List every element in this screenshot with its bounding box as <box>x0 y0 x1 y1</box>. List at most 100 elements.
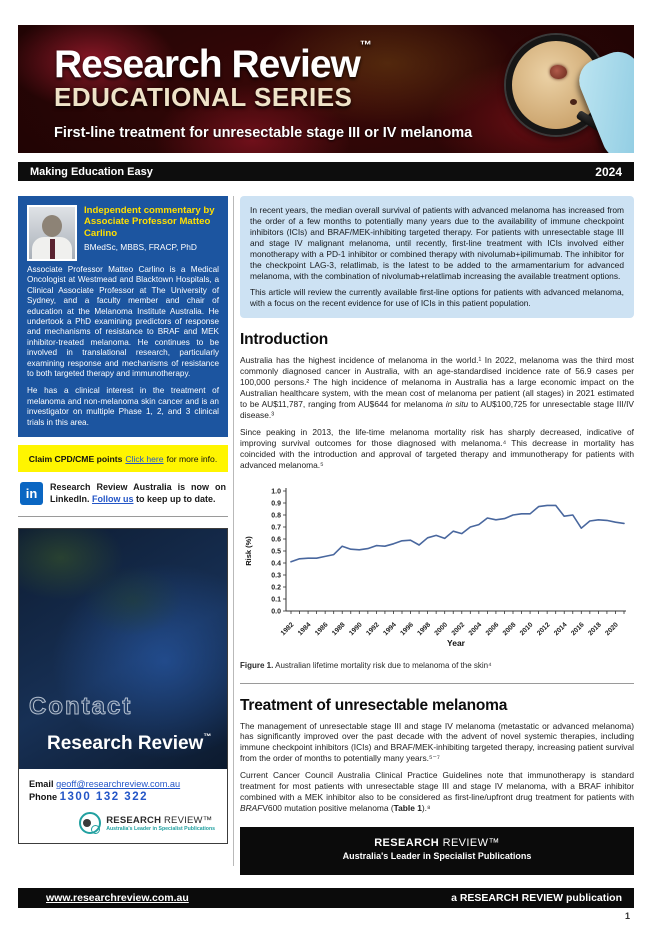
introduction-p2: Since peaking in 2013, the life-time mel… <box>240 426 634 470</box>
brand-title: Research Review™ <box>54 39 372 86</box>
intro-highlight-box: In recent years, the median overall surv… <box>240 196 634 319</box>
svg-text:Year: Year <box>447 638 466 648</box>
mole-small-icon <box>570 99 577 105</box>
linkedin-follow-link[interactable]: Follow us <box>92 493 134 504</box>
linkedin-text: Research Review Australia is now on Link… <box>50 482 226 505</box>
page-number: 1 <box>624 911 630 921</box>
tagline: Making Education Easy <box>30 165 153 178</box>
svg-text:0.4: 0.4 <box>271 560 281 567</box>
author-bio-2: He has a clinical interest in the treatm… <box>27 386 219 427</box>
contact-card: Contact Research Review™ Email geoff@res… <box>18 528 228 845</box>
sidebar-divider <box>18 516 228 518</box>
cpd-suffix: for more info. <box>166 453 218 464</box>
treatment-p2-bold: Table 1 <box>393 802 422 813</box>
svg-text:0.7: 0.7 <box>271 524 281 531</box>
svg-text:0.8: 0.8 <box>271 512 281 519</box>
svg-text:Risk (%): Risk (%) <box>244 535 253 565</box>
svg-text:2020: 2020 <box>604 621 620 637</box>
footer-publication: a RESEARCH REVIEW publication <box>451 892 622 904</box>
commentary-heading: Independent commentary by Associate Prof… <box>84 205 215 239</box>
phone-label: Phone <box>29 792 58 803</box>
cpd-text: Claim CPD/CME points <box>28 453 123 464</box>
svg-text:1.0: 1.0 <box>271 488 281 495</box>
sidebar: Independent commentary by Associate Prof… <box>18 196 228 845</box>
svg-text:1988: 1988 <box>331 621 347 637</box>
svg-text:2004: 2004 <box>468 621 484 637</box>
contact-brand-tm: ™ <box>203 732 212 742</box>
rr-logo-words: RESEARCH REVIEW™ Australia's Leader in S… <box>106 815 215 832</box>
year-badge: 2024 <box>595 164 622 179</box>
svg-text:2014: 2014 <box>553 621 569 637</box>
svg-text:2002: 2002 <box>451 621 467 637</box>
tagline-bar: Making Education Easy 2024 <box>18 162 634 181</box>
phone-value: 1300 132 322 <box>59 791 148 804</box>
series-title: EDUCATIONAL SERIES <box>54 82 353 112</box>
treatment-p2-a: Current Cancer Council Australia Clinica… <box>240 770 634 803</box>
brand-footer-light: REVIEW™ <box>439 836 500 849</box>
brand-footer-bold: RESEARCH <box>374 836 440 849</box>
linkedin-row: in Research Review Australia is now on L… <box>18 482 228 506</box>
avatar-tie <box>50 239 55 259</box>
introduction-p1-b: to AU$100,725 for unresectable stage III… <box>240 398 634 420</box>
treatment-p2-c: ).⁸ <box>421 802 431 813</box>
rr-logo-light: REVIEW™ <box>161 814 213 826</box>
svg-text:2000: 2000 <box>433 621 449 637</box>
brand-title-text: Research Review <box>54 43 361 86</box>
section-heading-introduction: Introduction <box>240 331 328 349</box>
svg-text:1984: 1984 <box>297 621 313 637</box>
svg-text:2008: 2008 <box>502 621 518 637</box>
svg-text:1998: 1998 <box>416 621 432 637</box>
footer-url-link[interactable]: www.researchreview.com.au <box>46 892 189 904</box>
svg-text:2016: 2016 <box>570 621 586 637</box>
author-credentials: BMedSc, MBBS, FRACP, PhD <box>84 241 197 252</box>
linkedin-text-before: Research Review Australia is now on Link… <box>50 482 226 504</box>
header-banner: Research Review™ EDUCATIONAL SERIES Firs… <box>18 25 634 153</box>
treatment-p1: The management of unresectable stage III… <box>240 720 634 764</box>
brand-footer-box: RESEARCH REVIEW™ Australia's Leader in S… <box>240 826 634 875</box>
svg-text:1996: 1996 <box>399 621 415 637</box>
svg-text:0.5: 0.5 <box>271 548 281 555</box>
rr-logo: RESEARCH REVIEW™ Australia's Leader in S… <box>29 812 217 835</box>
svg-text:0.2: 0.2 <box>271 584 281 591</box>
svg-text:2006: 2006 <box>485 621 501 637</box>
svg-text:1992: 1992 <box>365 621 381 637</box>
figure-label: Figure 1. <box>240 660 274 670</box>
linkedin-text-after: to keep up to date. <box>133 493 216 504</box>
author-photo <box>27 205 77 261</box>
contact-watermark: Contact <box>28 693 133 721</box>
svg-text:1994: 1994 <box>382 621 398 637</box>
brand-footer-tagline: Australia's Leader in Specialist Publica… <box>342 850 532 861</box>
svg-text:0.1: 0.1 <box>271 596 281 603</box>
intro-box-p1: In recent years, the median overall surv… <box>250 205 624 281</box>
svg-text:0.9: 0.9 <box>271 500 281 507</box>
author-bio-1: Associate Professor Matteo Carlino is a … <box>27 265 219 379</box>
svg-text:0.6: 0.6 <box>271 536 281 543</box>
section-divider <box>240 682 634 684</box>
svg-text:2018: 2018 <box>587 621 603 637</box>
header-text: Research Review™ EDUCATIONAL SERIES <box>54 39 372 112</box>
email-label: Email <box>29 779 54 790</box>
avatar-head <box>42 215 62 237</box>
introduction-p1-italic: in situ <box>445 398 469 409</box>
cpd-link[interactable]: Click here <box>125 453 164 464</box>
brand-footer-line1: RESEARCH REVIEW™ <box>240 837 634 849</box>
section-heading-treatment: Treatment of unresectable melanoma <box>240 696 508 714</box>
intro-box-p2: This article will review the currently a… <box>250 287 624 309</box>
edition-title: First-line treatment for unresectable st… <box>54 125 473 141</box>
column-divider <box>233 196 234 866</box>
contact-phone-row: Phone 1300 132 322 <box>29 791 217 803</box>
figure-1: 0.0 0.1 0.2 0.3 0.4 0.5 0.6 0.7 0.8 0.9 1.0 1982 198… <box>240 481 634 670</box>
contact-brand-text: Research Review <box>47 733 204 755</box>
email-link[interactable]: geoff@researchreview.com.au <box>56 779 181 790</box>
rr-logo-bold: RESEARCH <box>106 814 162 826</box>
rr-logo-icon <box>79 812 102 835</box>
linkedin-icon[interactable]: in <box>20 482 43 506</box>
commentary-card: Independent commentary by Associate Prof… <box>18 196 228 438</box>
svg-text:1982: 1982 <box>280 621 296 637</box>
introduction-p1-a: Australia has the highest incidence of m… <box>240 355 634 409</box>
cpd-banner: Claim CPD/CME points Click here for more… <box>18 445 228 473</box>
svg-text:1986: 1986 <box>314 621 330 637</box>
figure-caption: Figure 1. Australian lifetime mortality … <box>240 661 634 670</box>
treatment-p2: Current Cancer Council Australia Clinica… <box>240 770 634 814</box>
